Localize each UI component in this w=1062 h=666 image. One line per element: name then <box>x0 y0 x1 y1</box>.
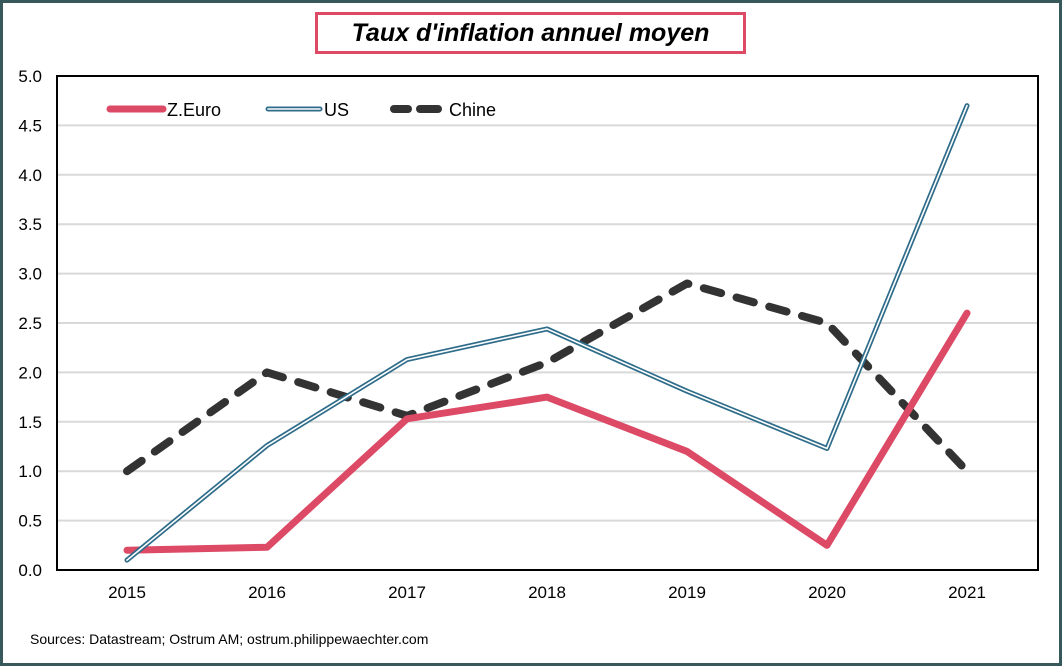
legend-item-zeuro: Z.Euro <box>106 100 221 120</box>
series-zeuro <box>123 309 971 554</box>
y-tick-label: 5.0 <box>18 67 42 86</box>
legend-label: Chine <box>449 100 496 120</box>
x-tick-label: 2015 <box>108 583 146 602</box>
y-tick-label: 2.5 <box>18 314 42 333</box>
legend-label: Z.Euro <box>167 100 221 120</box>
x-tick-label: 2021 <box>948 583 986 602</box>
y-tick-label: 2.0 <box>18 363 42 382</box>
series-lines <box>123 103 971 563</box>
gridlines <box>57 124 1038 522</box>
y-tick-label: 0.5 <box>18 512 42 531</box>
series-chine <box>123 279 971 476</box>
x-axis-ticks: 2015 2016 2017 2018 2019 2020 2021 <box>108 583 986 602</box>
y-axis-ticks: 0.0 0.5 1.0 1.5 2.0 2.5 3.0 3.5 4.0 4.5 5.0 <box>18 67 42 580</box>
x-tick-label: 2018 <box>528 583 566 602</box>
source-note: Sources: Datastream; Ostrum AM; ostrum.p… <box>30 631 429 647</box>
x-tick-label: 2016 <box>248 583 286 602</box>
legend-item-us: US <box>265 100 349 120</box>
series-us <box>124 103 970 563</box>
y-tick-label: 4.5 <box>18 116 42 135</box>
y-tick-label: 4.0 <box>18 166 42 185</box>
y-tick-label: 1.5 <box>18 413 42 432</box>
x-tick-label: 2020 <box>808 583 846 602</box>
y-tick-label: 3.5 <box>18 215 42 234</box>
legend: Z.Euro US Chine <box>106 100 496 120</box>
y-tick-label: 1.0 <box>18 462 42 481</box>
y-tick-label: 0.0 <box>18 561 42 580</box>
y-tick-label: 3.0 <box>18 265 42 284</box>
x-tick-label: 2019 <box>668 583 706 602</box>
series-line <box>123 309 971 554</box>
x-tick-label: 2017 <box>388 583 426 602</box>
chart-title: Taux d'inflation annuel moyen <box>351 18 710 47</box>
legend-item-chine: Chine <box>390 100 496 120</box>
plot-area-border <box>56 75 1039 571</box>
series-line <box>123 279 971 476</box>
legend-label: US <box>324 100 349 120</box>
chart-title-box: Taux d'inflation annuel moyen <box>315 12 746 54</box>
